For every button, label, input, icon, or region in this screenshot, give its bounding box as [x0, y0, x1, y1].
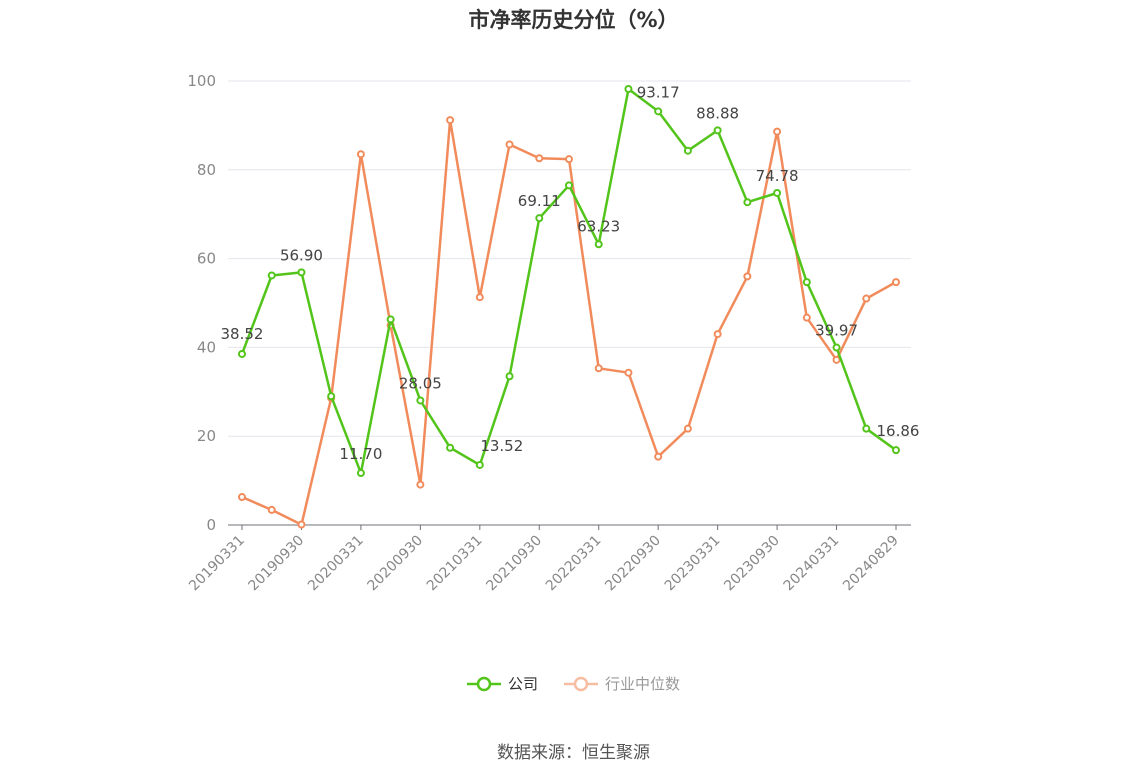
legend-label-industry-median: 行业中位数 — [605, 675, 681, 693]
data-point-0 — [327, 392, 336, 401]
data-point-0 — [386, 315, 395, 324]
y-tick-label: 100 — [187, 72, 216, 90]
data-point-1 — [683, 424, 692, 433]
data-point-1 — [594, 364, 603, 373]
x-tick-label: 20240829 — [840, 533, 902, 595]
data-point-1 — [773, 127, 782, 136]
legend-item-company[interactable]: 公司 — [466, 673, 538, 694]
data-point-0 — [297, 268, 306, 277]
legend-line-circle-icon — [466, 676, 501, 691]
data-point-0 — [505, 372, 514, 381]
y-tick-label: 20 — [197, 427, 216, 445]
source-note: 数据来源：恒生聚源 — [497, 743, 650, 763]
data-point-0 — [802, 278, 811, 287]
data-point-0 — [565, 181, 573, 190]
data-point-1 — [892, 278, 900, 287]
data-point-1 — [535, 154, 544, 163]
data-point-0 — [356, 469, 365, 478]
data-point-0 — [892, 446, 900, 455]
data-point-1 — [832, 355, 841, 364]
data-point-1 — [802, 313, 811, 322]
chart-plot: 0 20 40 60 80 100 2019033120190930202003312020… — [186, 72, 920, 595]
data-point-1 — [743, 272, 752, 281]
x-tick-label: 20230930 — [721, 533, 783, 595]
data-point-0 — [267, 271, 276, 280]
data-point-0 — [238, 349, 246, 358]
data-point-0 — [832, 343, 841, 352]
data-point-1 — [862, 294, 871, 303]
data-label: 11.70 — [339, 445, 382, 463]
data-point-0 — [446, 443, 455, 452]
data-label: 16.86 — [877, 422, 920, 440]
x-tick-label: 20190930 — [246, 533, 308, 595]
data-point-1 — [505, 140, 514, 149]
legend-item-industry-median[interactable]: 行业中位数 — [564, 673, 680, 694]
x-tick-label: 20210930 — [483, 533, 545, 595]
data-label: 39.97 — [815, 322, 858, 340]
x-tick-label: 20240331 — [781, 533, 843, 595]
chart-title: 市净率历史分位（%） — [468, 8, 679, 32]
data-point-0 — [624, 84, 633, 93]
data-point-1 — [416, 480, 425, 489]
data-point-0 — [713, 126, 722, 135]
data-point-0 — [862, 424, 871, 433]
data-point-1 — [297, 520, 306, 529]
y-tick-label: 40 — [197, 338, 216, 356]
legend-label-company: 公司 — [507, 675, 538, 693]
y-tick-label: 0 — [206, 516, 216, 534]
data-label: 69.11 — [518, 192, 561, 210]
data-point-0 — [594, 240, 603, 249]
x-tick-label: 20220930 — [602, 533, 664, 595]
data-label: 88.88 — [696, 104, 739, 122]
legend-line-circle-icon — [564, 676, 598, 691]
data-point-0 — [535, 214, 544, 223]
data-label: 28.05 — [399, 374, 442, 392]
data-label: 63.23 — [577, 217, 620, 235]
data-point-1 — [475, 293, 484, 302]
data-point-1 — [446, 116, 455, 125]
data-point-0 — [743, 198, 752, 207]
data-point-0 — [416, 396, 425, 405]
chart-legend: 公司 行业中位数 — [0, 673, 1147, 694]
data-point-1 — [565, 155, 573, 164]
data-label: 56.90 — [280, 246, 323, 264]
x-tick-label: 20210331 — [424, 533, 486, 595]
y-tick-label: 60 — [197, 250, 216, 268]
x-tick-label: 20200331 — [305, 533, 367, 595]
data-point-1 — [267, 505, 276, 514]
data-point-0 — [773, 188, 782, 197]
y-tick-label: 80 — [197, 161, 216, 179]
x-tick-label: 20190331 — [186, 533, 248, 595]
data-point-1 — [356, 150, 365, 159]
data-point-1 — [654, 452, 663, 461]
data-label: 38.52 — [221, 325, 264, 343]
data-label: 93.17 — [637, 83, 680, 101]
data-point-0 — [475, 460, 484, 469]
data-point-1 — [238, 493, 246, 502]
x-tick-label: 20200930 — [364, 533, 426, 595]
data-point-0 — [683, 146, 692, 155]
x-tick-label: 20230331 — [662, 533, 724, 595]
x-tick-label: 20220331 — [543, 533, 605, 595]
data-point-1 — [624, 368, 633, 377]
data-point-1 — [713, 330, 722, 339]
data-label: 13.52 — [480, 437, 523, 455]
data-point-0 — [654, 107, 663, 116]
data-label: 74.78 — [756, 167, 799, 185]
series-line-0 — [240, 87, 897, 475]
